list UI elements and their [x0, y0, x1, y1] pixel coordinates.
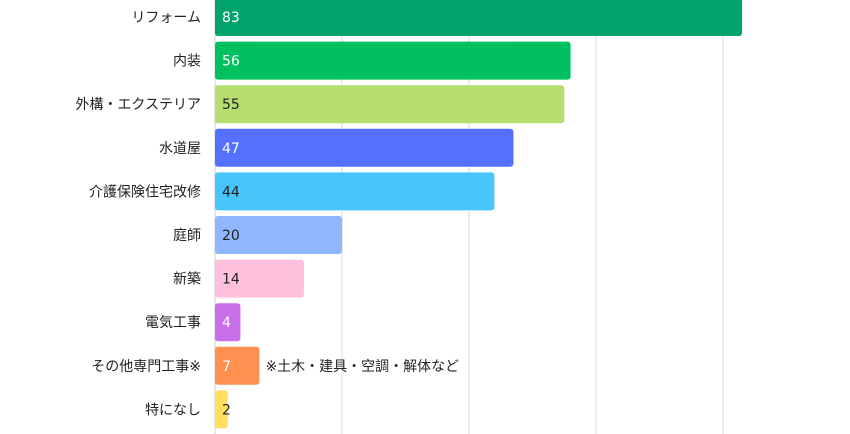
bar-1 — [215, 0, 743, 36]
value-label-3: 55 — [222, 97, 240, 113]
bar-2 — [215, 41, 571, 80]
category-label-7: 新築 — [173, 272, 201, 288]
bar-10 — [215, 390, 228, 429]
value-label-4: 47 — [222, 141, 240, 157]
bars — [215, 0, 743, 429]
value-label-1: 83 — [222, 10, 240, 26]
value-label-6: 20 — [222, 228, 240, 244]
bar-7 — [215, 259, 304, 298]
value-label-8: 4 — [222, 315, 231, 331]
bar-4 — [215, 128, 514, 167]
category-label-8: 電気工事 — [145, 315, 201, 331]
bar-3 — [215, 85, 565, 124]
category-label-5: 介護保険住宅改修 — [89, 184, 201, 200]
value-label-10: 2 — [222, 402, 231, 418]
category-labels: リフォーム内装外構・エクステリア水道屋介護保険住宅改修庭師新築電気工事その他専門… — [75, 10, 201, 418]
bar-8 — [215, 303, 241, 342]
value-label-5: 44 — [222, 184, 240, 200]
annotations: ※土木・建具・空調・解体など — [265, 359, 459, 375]
annotation-note: ※土木・建具・空調・解体など — [265, 359, 459, 375]
category-label-2: 内装 — [173, 54, 201, 70]
category-label-10: 特になし — [145, 402, 201, 418]
value-label-9: 7 — [222, 359, 231, 375]
category-label-3: 外構・エクステリア — [75, 97, 201, 113]
value-label-2: 56 — [222, 54, 240, 70]
category-label-4: 水道屋 — [159, 141, 201, 157]
category-label-6: 庭師 — [173, 227, 201, 244]
category-label-9: その他専門工事※ — [91, 359, 201, 375]
bar-5 — [215, 172, 495, 211]
value-label-7: 14 — [222, 272, 240, 288]
bar-6 — [215, 216, 342, 254]
category-label-1: リフォーム — [131, 10, 201, 26]
bar-9 — [215, 346, 260, 385]
